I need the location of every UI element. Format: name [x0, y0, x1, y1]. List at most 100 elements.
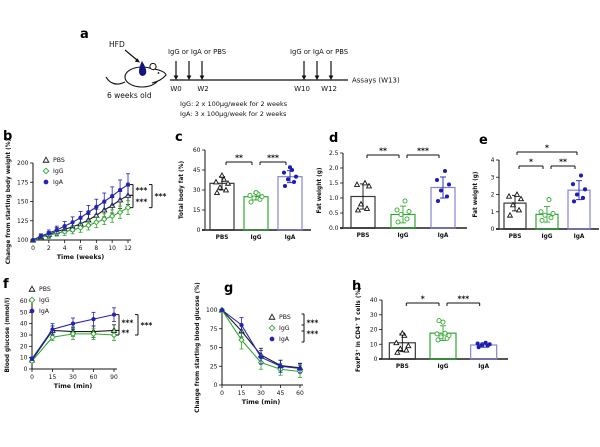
circle-filled-marker — [475, 341, 480, 346]
circle-filled-marker — [125, 182, 131, 187]
diamond-open-marker — [109, 212, 116, 220]
significance-bracket: *** — [259, 154, 287, 165]
triangle-open-marker — [42, 156, 50, 163]
significance-stars: * — [421, 295, 425, 304]
x-axis-label: Time (weeks) — [57, 254, 105, 261]
legend-label: IgG — [53, 168, 64, 175]
category-label: IgA — [478, 364, 489, 370]
circle-filled-marker — [574, 192, 580, 197]
circle-filled-marker — [54, 227, 59, 233]
circle-filled-marker — [78, 215, 83, 220]
diamond-open-marker — [77, 224, 84, 231]
chart-text: 60 — [296, 390, 304, 397]
circle-open-marker — [538, 209, 544, 215]
diamond-open-marker — [28, 296, 36, 304]
category-label: IgA — [285, 235, 296, 241]
diamond-open-marker — [42, 167, 50, 175]
significance-stars: *** — [136, 198, 148, 207]
category-label: IgA — [438, 233, 449, 239]
circle-open-marker — [435, 337, 441, 343]
series-IgG — [28, 327, 118, 365]
significance-bracket: *** — [446, 295, 481, 306]
iga-dose-label: IgA: 3 x 100µg/week for 2 weeks — [180, 110, 287, 118]
circle-open-marker — [446, 332, 452, 338]
circle-filled-marker — [578, 173, 584, 178]
chart-text: 50 — [210, 345, 218, 352]
triangle-open-marker — [365, 182, 373, 189]
triangle-open-marker — [506, 211, 514, 218]
bar-group-PBS: PBS — [350, 179, 376, 239]
circle-open-marker — [402, 198, 408, 204]
circle-open-marker — [442, 330, 448, 336]
circle-filled-marker — [479, 342, 484, 348]
circle-filled-marker — [30, 237, 36, 243]
circle-filled-marker — [483, 340, 488, 345]
significance-stars: *** — [457, 295, 469, 304]
chart-text: 20 — [370, 327, 378, 334]
circle-filled-marker — [582, 187, 588, 192]
axes: 0.0 0.5 1.0 1.5 2.0 2.5 Fat weight (g) — [317, 150, 467, 232]
significance-stars: *** — [141, 321, 153, 330]
chart-text: 10 — [20, 355, 28, 362]
diamond-open-marker — [69, 330, 77, 338]
triangle-open-marker — [268, 313, 276, 320]
diamond-open-marker — [85, 222, 92, 229]
legend: PBS IgG IgA — [28, 285, 51, 315]
chart-text: 40 — [20, 321, 28, 328]
category-label: PBS — [216, 235, 229, 241]
triangle-open-marker — [222, 186, 230, 193]
y-axis-label: Change from starting blood glucose (%) — [195, 282, 201, 413]
blue-drop-icon — [139, 61, 147, 76]
injection-arrow-icon — [301, 75, 307, 80]
series-IgA — [30, 173, 131, 243]
chart-text: 60 — [90, 374, 98, 381]
chart-text: 100 — [206, 307, 218, 314]
category-label: PBS — [509, 234, 522, 240]
triangle-open-marker — [399, 329, 406, 336]
circle-open-marker — [398, 212, 404, 217]
significance-bracket: ** — [550, 158, 576, 169]
week-label: W2 — [197, 85, 208, 93]
chart-text: 2.5 — [329, 150, 339, 157]
chart-text: 0 — [197, 227, 201, 234]
circle-filled-marker — [239, 322, 244, 328]
significance-bracket: * — [516, 144, 578, 155]
significance-stars: *** — [136, 186, 148, 195]
bar-group-IgG: IgG — [429, 318, 457, 370]
chart-text: 8 — [94, 245, 98, 252]
bar-group-IgG: IgG — [535, 197, 559, 240]
significance-stars: *** — [307, 330, 319, 339]
legend-label: IgA — [53, 179, 64, 186]
circle-open-marker — [542, 212, 548, 218]
circle-filled-marker — [102, 199, 107, 204]
week-label: W0 — [170, 85, 181, 93]
circle-filled-marker — [50, 327, 55, 332]
category-label: PBS — [396, 364, 409, 370]
chart-text: 15 — [193, 207, 201, 214]
injection-arrow-icon — [328, 75, 334, 80]
injection-arrow-icon — [173, 75, 179, 80]
circle-filled-marker — [570, 182, 576, 187]
chart-text: 12 — [124, 245, 132, 252]
chart-text: 0 — [220, 390, 224, 397]
chart-text: 100 — [17, 237, 29, 244]
y-axis-label: Fat weight (g) — [473, 171, 479, 217]
circle-filled-marker — [94, 204, 99, 210]
triangle-open-marker — [513, 191, 521, 197]
triangle-open-marker — [363, 205, 371, 211]
circle-filled-marker — [70, 321, 76, 326]
diamond-open-marker — [116, 209, 124, 216]
panel-label-a: a — [80, 27, 89, 42]
triangle-open-marker — [505, 192, 513, 199]
triangle-open-marker — [28, 285, 36, 292]
triangle-open-marker — [212, 178, 220, 185]
chart-text: 45 — [193, 167, 201, 174]
panel-b-bodyweight-line-chart: 100 125 150 175 200 0 2 4 6 8 10 12 Time (weeks) Chan… — [6, 138, 166, 264]
significance-bracket: * — [518, 158, 544, 169]
circle-filled-marker — [219, 307, 225, 313]
x-axis-label: Time (min) — [54, 383, 93, 390]
significance-bracket: *** — [149, 184, 166, 209]
legend-label: IgA — [39, 308, 50, 315]
circle-filled-marker — [70, 220, 75, 225]
